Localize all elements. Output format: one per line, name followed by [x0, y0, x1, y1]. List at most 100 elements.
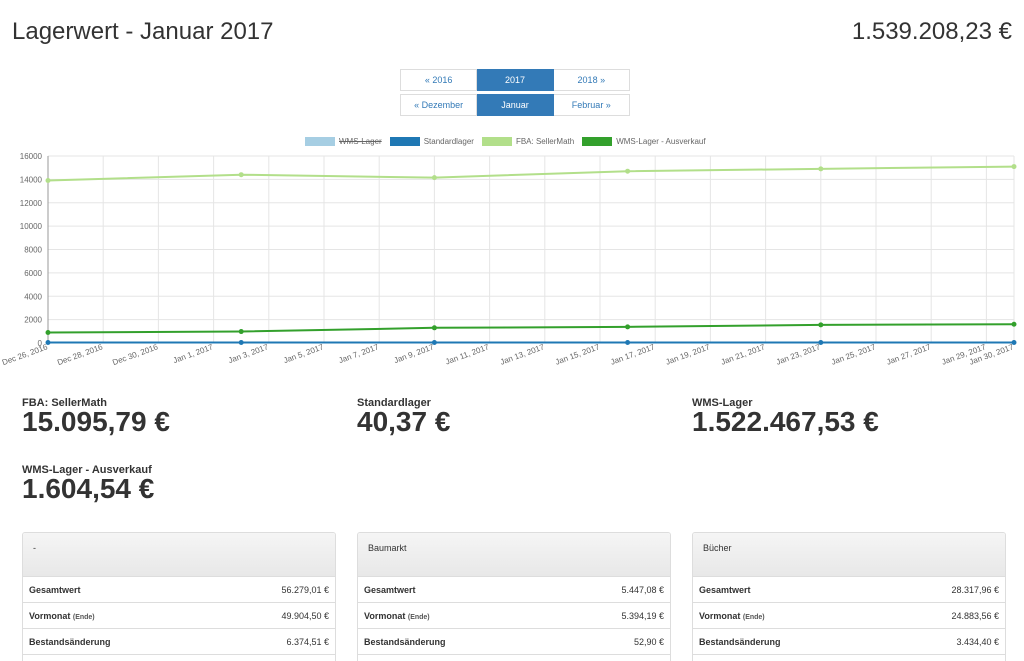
data-point: [1011, 340, 1017, 346]
x-tick-label: Jan 27, 2017: [885, 342, 932, 366]
row-prev-month: Vormonat (Ende) 49.904,50 €: [23, 603, 335, 629]
data-point: [45, 329, 51, 335]
row-label: Vormonat (Ende): [699, 610, 765, 621]
x-tick-label: Jan 25, 2017: [830, 342, 877, 366]
x-tick-label: Jan 1, 2017: [172, 342, 215, 365]
data-point: [625, 340, 631, 346]
row-change: Bestandsänderung 6.374,51 €: [23, 629, 335, 655]
stat-fba-sellermath: FBA: SellerMath 15.095,79 €: [22, 397, 170, 437]
x-tick-label: Jan 3, 2017: [227, 342, 270, 365]
month-pager: « Dezember Januar Februar »: [400, 94, 630, 116]
row-label: Bestandsänderung: [29, 636, 111, 647]
row-change: Bestandsänderung 52,90 €: [358, 629, 670, 655]
prev-month-button[interactable]: « Dezember: [400, 94, 478, 116]
data-point: [238, 329, 244, 335]
stat-label: FBA: SellerMath: [22, 397, 107, 409]
row-label: Vormonat (Ende): [364, 610, 430, 621]
data-point: [238, 172, 244, 178]
x-tick-label: Dec 28, 2016: [56, 342, 104, 367]
data-point: [818, 322, 824, 328]
current-month-button[interactable]: Januar: [477, 94, 554, 116]
legend-item-fba-sellermath[interactable]: FBA: SellerMath: [481, 137, 575, 146]
stat-wms-lager: WMS-Lager 1.522.467,53 €: [692, 397, 879, 437]
data-point: [238, 340, 244, 346]
data-point: [625, 324, 631, 330]
row-value: 3.434,40 €: [956, 636, 999, 647]
data-point: [45, 340, 51, 346]
data-point: [45, 178, 51, 184]
x-tick-label: Jan 15, 2017: [554, 342, 601, 366]
next-month-button[interactable]: Februar »: [553, 94, 630, 116]
y-tick-label: 8000: [24, 246, 42, 255]
row-value: 49.904,50 €: [281, 610, 329, 621]
legend-swatch: [481, 137, 512, 146]
data-point: [1011, 321, 1017, 327]
page-title: Lagerwert - Januar 2017: [12, 18, 274, 45]
x-tick-label: Jan 17, 2017: [609, 342, 656, 366]
data-point: [818, 340, 824, 346]
panel-title: -: [23, 533, 335, 577]
row-prev-month: Vormonat (Ende) 5.394,19 €: [358, 603, 670, 629]
legend-label: WMS-Lager: [339, 137, 382, 146]
current-year-button[interactable]: 2017: [477, 69, 554, 91]
x-tick-label: Dec 26, 2016: [1, 342, 49, 367]
next-year-button[interactable]: 2018 »: [553, 69, 630, 91]
y-tick-label: 12000: [20, 199, 43, 208]
x-tick-label: Dec 30, 2016: [111, 342, 159, 367]
row-value: 56.279,01 €: [281, 584, 329, 595]
stat-label: Standardlager: [357, 397, 431, 409]
data-point: [625, 168, 631, 174]
legend-swatch: [389, 137, 420, 146]
panel-title: Baumarkt: [358, 533, 670, 577]
stat-wms-ausverkauf: WMS-Lager - Ausverkauf 1.604,54 €: [22, 464, 155, 504]
y-tick-label: 0: [38, 339, 43, 348]
category-panel: Baumarkt Gesamtwert 5.447,08 € Vormonat (…: [357, 532, 671, 661]
row-value: 24.883,56 €: [951, 610, 999, 621]
x-tick-label: Jan 7, 2017: [338, 342, 381, 365]
legend-item-wms-lager[interactable]: WMS-Lager: [305, 137, 382, 146]
x-tick-label: Jan 19, 2017: [665, 342, 712, 366]
y-tick-label: 14000: [20, 175, 43, 184]
panel-title: Bücher: [693, 533, 1005, 577]
row-label: Bestandsänderung: [699, 636, 781, 647]
data-point: [818, 166, 824, 172]
row-label: Gesamtwert: [699, 584, 751, 595]
stat-label: WMS-Lager: [692, 397, 753, 409]
x-tick-label: Jan 23, 2017: [775, 342, 822, 366]
row-label: Gesamtwert: [29, 584, 81, 595]
row-total: Gesamtwert 56.279,01 €: [23, 577, 335, 603]
row-value: 5.394,19 €: [621, 610, 664, 621]
series-line: [47, 165, 1015, 182]
row-label: Vormonat (Ende): [29, 610, 95, 621]
row-value: 6.374,51 €: [286, 636, 329, 647]
legend-label: Standardlager: [423, 137, 474, 146]
row-value: 52,90 €: [633, 636, 664, 647]
y-tick-label: 2000: [24, 316, 42, 325]
data-point: [431, 340, 437, 346]
x-tick-label: Jan 21, 2017: [720, 342, 767, 366]
legend-item-wms-ausverkauf[interactable]: WMS-Lager - Ausverkauf: [582, 137, 706, 146]
chart-legend: WMS-Lager Standardlager FBA: SellerMath …: [305, 137, 714, 146]
total-value: 1.539.208,23 €: [851, 18, 1012, 45]
legend-swatch: [582, 137, 613, 146]
stat-value: 15.095,79 €: [22, 406, 170, 437]
year-pager: « 2016 2017 2018 »: [400, 69, 630, 91]
row-change: Bestandsänderung 3.434,40 €: [693, 629, 1005, 655]
legend-item-standardlager[interactable]: Standardlager: [389, 137, 474, 146]
stat-standardlager: Standardlager 40,37 €: [357, 397, 451, 437]
data-point: [431, 175, 437, 181]
stat-label: WMS-Lager - Ausverkauf: [22, 464, 152, 476]
data-point: [1011, 164, 1017, 170]
x-tick-label: Jan 11, 2017: [444, 342, 491, 366]
stat-value: 1.522.467,53 €: [692, 406, 879, 437]
row-label: Bestandsänderung: [364, 636, 446, 647]
series-line: [47, 323, 1015, 334]
legend-label: FBA: SellerMath: [515, 137, 575, 146]
row-prev-month: Vormonat (Ende) 24.883,56 €: [693, 603, 1005, 629]
x-tick-label: Jan 13, 2017: [499, 342, 546, 366]
stat-value: 1.604,54 €: [22, 473, 155, 504]
line-chart: 0 2000 4000 6000 8000 10000 12000 14000 16000 Dec…: [1, 152, 1017, 367]
row-label: Gesamtwert: [364, 584, 416, 595]
prev-year-button[interactable]: « 2016: [400, 69, 478, 91]
stat-value: 40,37 €: [357, 406, 451, 437]
